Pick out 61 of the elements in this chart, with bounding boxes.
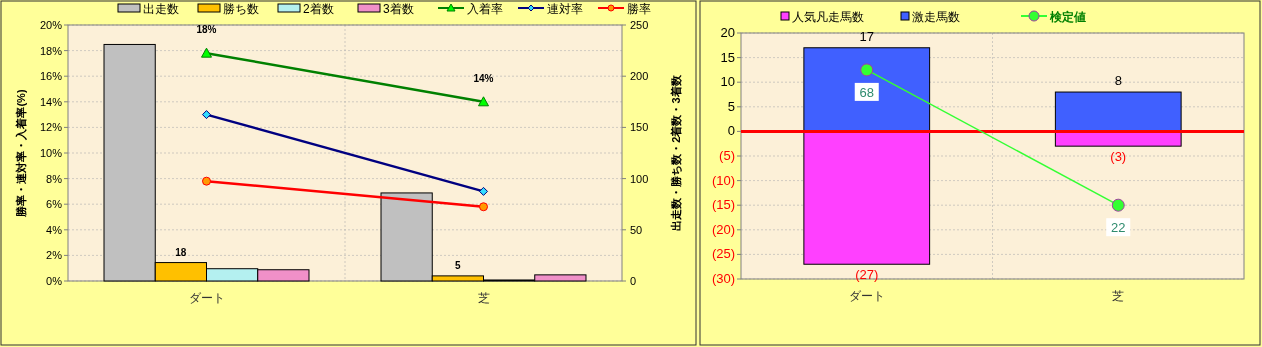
legend-label: 検定値 bbox=[1049, 10, 1086, 24]
y-tick-label: 10 bbox=[720, 74, 735, 90]
y-tick-label: 18% bbox=[39, 44, 63, 57]
y2-tick-label: 100 bbox=[630, 172, 649, 185]
data-label: 17 bbox=[859, 28, 874, 44]
y-tick-label: 6% bbox=[46, 198, 63, 211]
legend-label: 激走馬数 bbox=[912, 10, 960, 24]
data-label: (27) bbox=[855, 267, 879, 283]
y2-tick-label: 250 bbox=[630, 19, 649, 31]
y2-tick-label: 200 bbox=[630, 70, 649, 83]
x-tick-label: 芝 bbox=[477, 291, 490, 305]
y2-tick-label: 0 bbox=[630, 275, 637, 287]
bar bbox=[1054, 91, 1182, 132]
legend-label: 勝ち数 bbox=[223, 2, 259, 16]
x-tick-label: ダート bbox=[848, 289, 885, 303]
x-tick-label: ダート bbox=[188, 291, 225, 305]
y-tick-label: (15) bbox=[711, 197, 735, 213]
data-label: 5 bbox=[455, 259, 462, 271]
y-tick-label: (20) bbox=[711, 221, 735, 237]
y2-axis-title: 出走数・勝ち数・2着数・3着数 bbox=[670, 74, 682, 231]
y-tick-label: 12% bbox=[39, 121, 63, 134]
legend-label: 人気凡走馬数 bbox=[792, 10, 864, 24]
annotation: 68 bbox=[859, 84, 874, 100]
y-tick-label: 8% bbox=[46, 172, 63, 185]
legend-label: 3着数 bbox=[383, 2, 414, 16]
y-tick-label: 20% bbox=[39, 19, 63, 31]
y-tick-label: 5 bbox=[727, 98, 735, 114]
bar bbox=[803, 130, 931, 265]
data-label: 18% bbox=[196, 24, 217, 36]
y-tick-label: 15 bbox=[720, 49, 735, 65]
data-label: 8 bbox=[1114, 73, 1122, 89]
y-tick-label: (25) bbox=[711, 246, 735, 262]
y-tick-label: 20 bbox=[720, 25, 735, 40]
y-tick-label: 2% bbox=[46, 249, 63, 262]
data-label: (3) bbox=[1110, 149, 1127, 165]
bar bbox=[803, 47, 931, 132]
point bbox=[202, 110, 211, 120]
y2-tick-label: 150 bbox=[630, 121, 649, 134]
legend-label: 出走数 bbox=[143, 2, 179, 16]
data-label: 14% bbox=[473, 72, 494, 84]
x-tick-label: 芝 bbox=[1112, 289, 1125, 303]
point bbox=[479, 202, 488, 212]
y-tick-label: 4% bbox=[46, 223, 63, 236]
y2-tick-label: 50 bbox=[630, 223, 643, 236]
annotation: 22 bbox=[1111, 220, 1126, 236]
data-label: 18 bbox=[175, 246, 187, 258]
y-tick-label: (30) bbox=[711, 271, 735, 286]
legend-label: 連対率 bbox=[547, 2, 583, 16]
y-tick-label: 16% bbox=[39, 70, 63, 83]
y-tick-label: 14% bbox=[39, 95, 63, 108]
point bbox=[202, 176, 211, 186]
legend-label: 入着率 bbox=[467, 2, 503, 16]
point bbox=[479, 186, 488, 196]
y-tick-label: (5) bbox=[719, 148, 735, 163]
legend-label: 勝率 bbox=[627, 2, 651, 16]
y-tick-label: 10% bbox=[39, 147, 63, 159]
y-axis-title: 勝率・連対率・入着率(%) bbox=[15, 89, 28, 218]
y-tick-label: 0% bbox=[46, 275, 63, 287]
y-tick-label: (10) bbox=[711, 172, 735, 188]
legend-label: 2着数 bbox=[303, 2, 334, 16]
y-tick-label: 0 bbox=[727, 123, 735, 139]
